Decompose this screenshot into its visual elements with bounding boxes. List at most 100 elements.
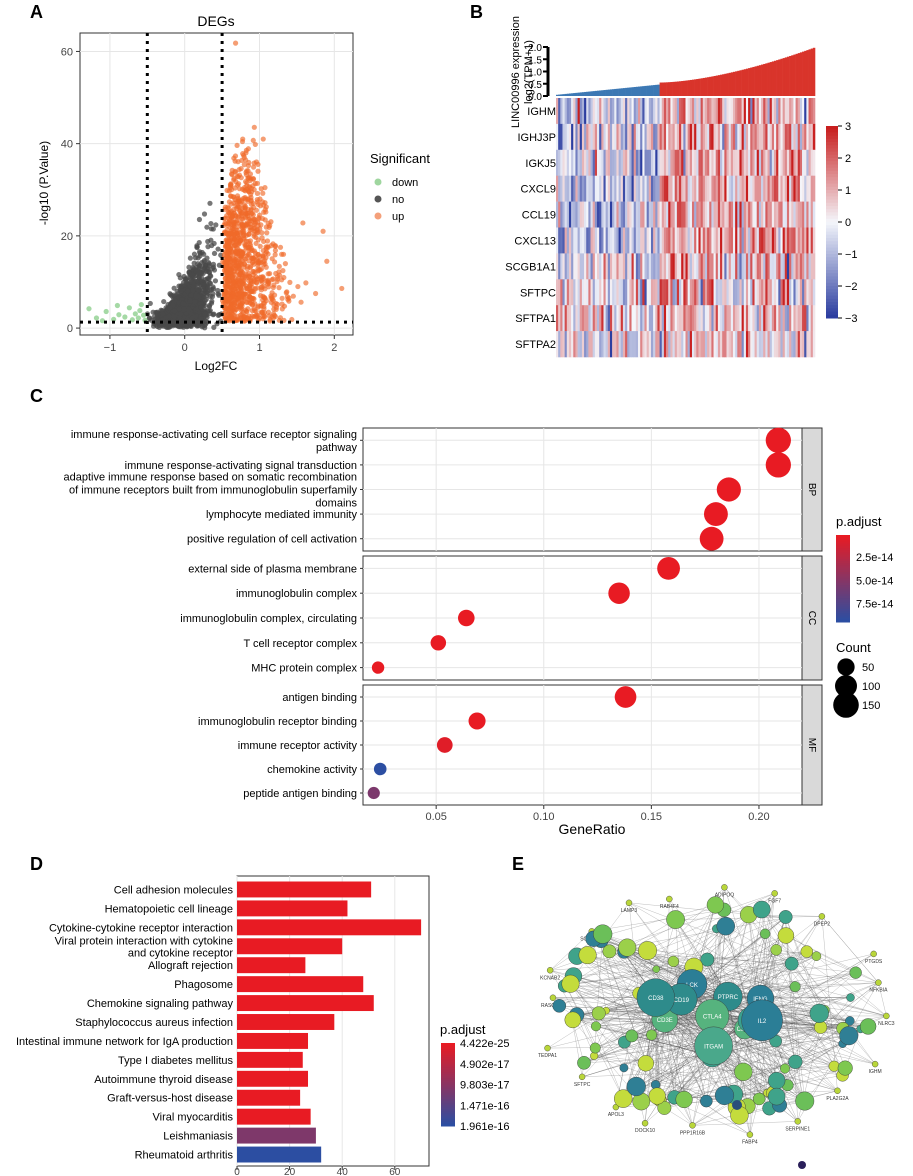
volcano-point-up bbox=[303, 280, 308, 285]
heatmap-cell bbox=[649, 279, 651, 305]
heatmap-cell bbox=[636, 150, 638, 176]
heatmap-cell bbox=[597, 124, 599, 150]
volcano-point-no bbox=[190, 287, 195, 292]
annotation-axis: 0.00.51.01.52.0 bbox=[528, 43, 548, 103]
heatmap-cell bbox=[748, 98, 750, 124]
heatmap-cell bbox=[692, 279, 694, 305]
heatmap-cell bbox=[558, 253, 560, 279]
heatmap-cell bbox=[677, 202, 679, 228]
heatmap-cell bbox=[811, 305, 813, 331]
colorbar-step bbox=[826, 174, 838, 178]
heatmap-cell bbox=[662, 331, 664, 357]
network-node bbox=[875, 980, 881, 986]
heatmap-cell bbox=[690, 98, 692, 124]
heatmap-cell bbox=[560, 279, 562, 305]
heatmap-cell bbox=[640, 305, 642, 331]
volcano-point-up bbox=[241, 153, 246, 158]
heatmap-cell bbox=[679, 176, 681, 202]
volcano-point-up bbox=[240, 139, 245, 144]
annotation-bar bbox=[796, 54, 798, 96]
heatmap-cell bbox=[785, 305, 787, 331]
volcano-point-no bbox=[208, 273, 213, 278]
heatmap-cell bbox=[698, 279, 700, 305]
heatmap-cell bbox=[800, 279, 802, 305]
heatmap-cell bbox=[647, 253, 649, 279]
volcano-point-no bbox=[203, 263, 208, 268]
annotation-bar bbox=[666, 82, 668, 96]
volcano-point-no bbox=[191, 266, 196, 271]
heatmap-cell bbox=[681, 98, 683, 124]
heatmap-cell bbox=[621, 124, 623, 150]
heatmap-cell bbox=[796, 331, 798, 357]
heatmap-cell bbox=[603, 150, 605, 176]
colorbar-step bbox=[826, 177, 838, 181]
heatmap-cell bbox=[673, 331, 675, 357]
dotplot-term-label: immunoglobulin complex bbox=[236, 588, 358, 600]
heatmap-cell bbox=[591, 305, 593, 331]
heatmap-cell bbox=[763, 331, 765, 357]
heatmap-cell bbox=[744, 228, 746, 254]
volcano-point-up bbox=[248, 178, 253, 183]
volcano-point-no bbox=[207, 281, 212, 286]
network-node-label: PLA2G2A bbox=[826, 1096, 849, 1102]
heatmap-cell bbox=[802, 253, 804, 279]
heatmap-cell bbox=[662, 202, 664, 228]
heatmap-cell bbox=[692, 124, 694, 150]
heatmap-cell bbox=[675, 202, 677, 228]
volcano-point-up bbox=[231, 256, 236, 261]
colorbar-tick-label: 0 bbox=[845, 217, 851, 229]
heatmap-cell bbox=[610, 305, 612, 331]
heatmap-cell bbox=[649, 228, 651, 254]
heatmap-cell bbox=[625, 176, 627, 202]
volcano-point-up bbox=[254, 228, 259, 233]
volcano-point-up bbox=[270, 295, 275, 300]
heatmap-cell bbox=[703, 202, 705, 228]
volcano-point-up bbox=[250, 302, 255, 307]
heatmap-cell bbox=[644, 150, 646, 176]
network-node bbox=[676, 1091, 693, 1108]
legend-label-up: up bbox=[392, 211, 404, 223]
heatmap-cell bbox=[625, 98, 627, 124]
network-node bbox=[883, 1013, 889, 1019]
volcano-point-up bbox=[267, 317, 272, 322]
heatmap-cell bbox=[806, 305, 808, 331]
colorbar-step bbox=[826, 158, 838, 162]
dotplot-gradient-label: 2.5e-14 bbox=[856, 552, 893, 564]
heatmap-cell bbox=[768, 202, 770, 228]
heatmap-cell bbox=[556, 253, 558, 279]
annotation-bar bbox=[761, 65, 763, 96]
heatmap-cell bbox=[588, 331, 590, 357]
heatmap-cell bbox=[642, 176, 644, 202]
annotation-bar bbox=[562, 94, 564, 96]
heatmap-cell bbox=[660, 253, 662, 279]
heatmap-cell bbox=[653, 98, 655, 124]
heatmap-cell bbox=[647, 98, 649, 124]
kegg-category-label: Chemokine signaling pathway bbox=[87, 998, 234, 1010]
heatmap-cell bbox=[660, 279, 662, 305]
colorbar-step bbox=[826, 244, 838, 248]
dotplot-legend-count-title: Count bbox=[836, 640, 871, 655]
heatmap-cell bbox=[638, 253, 640, 279]
heatmap-cell bbox=[731, 124, 733, 150]
volcano-ytick-label: 40 bbox=[61, 139, 73, 151]
heatmap-cell bbox=[591, 228, 593, 254]
heatmap-cell bbox=[612, 176, 614, 202]
heatmap-cell bbox=[778, 124, 780, 150]
heatmap-cell bbox=[787, 331, 789, 357]
colorbar-step bbox=[826, 305, 838, 309]
heatmap-cell bbox=[813, 202, 815, 228]
heatmap-cell bbox=[629, 305, 631, 331]
heatmap-cell bbox=[565, 305, 567, 331]
network-node bbox=[626, 1030, 638, 1042]
heatmap-cell bbox=[619, 331, 621, 357]
heatmap-cell bbox=[632, 279, 634, 305]
heatmap-cell bbox=[755, 279, 757, 305]
volcano-point-up bbox=[278, 245, 283, 250]
heatmap-cell bbox=[679, 202, 681, 228]
heatmap-cell bbox=[742, 253, 744, 279]
volcano-point-down bbox=[139, 302, 144, 307]
network-node bbox=[732, 1100, 742, 1110]
heatmap-cell bbox=[670, 176, 672, 202]
heatmap-cell bbox=[711, 331, 713, 357]
heatmap-cell bbox=[621, 331, 623, 357]
